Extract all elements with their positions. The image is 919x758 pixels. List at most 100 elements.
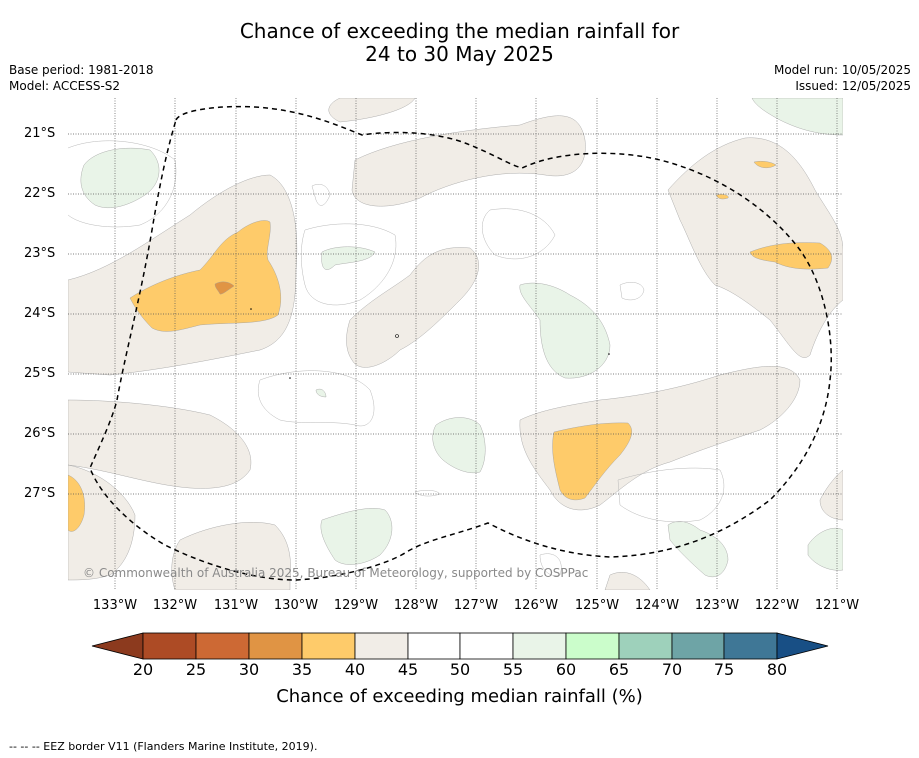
longitude-label: 126°W bbox=[513, 598, 559, 613]
latitude-label: 27°S bbox=[24, 486, 56, 501]
region-55-60 bbox=[432, 417, 486, 473]
region-35-40 bbox=[552, 422, 632, 501]
colorbar-extend-low bbox=[91, 632, 144, 660]
colorbar-tick-label: 45 bbox=[397, 660, 419, 679]
region-55-60 bbox=[320, 508, 393, 565]
latitude-label: 26°S bbox=[24, 426, 56, 441]
region-55-60 bbox=[315, 388, 327, 398]
region-35-40 bbox=[749, 242, 832, 270]
colorbar-label: Chance of exceeding median rainfall (%) bbox=[276, 686, 643, 707]
longitude-label: 132°W bbox=[152, 598, 198, 613]
longitude-label: 124°W bbox=[634, 598, 680, 613]
point-marker bbox=[395, 334, 399, 338]
colorbar-bin bbox=[512, 632, 567, 660]
region-40-45 bbox=[819, 469, 843, 521]
region-40-45 bbox=[667, 137, 843, 358]
contour-line bbox=[257, 370, 375, 427]
region-55-60 bbox=[321, 246, 376, 270]
gridlines bbox=[68, 98, 843, 590]
contour-line bbox=[68, 140, 177, 228]
colorbar-tick-label: 75 bbox=[713, 660, 735, 679]
map-fill-layer bbox=[68, 98, 843, 590]
longitude-label: 131°W bbox=[213, 598, 259, 613]
region-40-45 bbox=[346, 247, 479, 368]
copyright-text: © Commonwealth of Australia 2025, Bureau… bbox=[83, 566, 589, 580]
region-55-60 bbox=[667, 521, 729, 578]
region-35-40 bbox=[129, 220, 281, 332]
meta-left: Base period: 1981-2018 Model: ACCESS-S2 bbox=[9, 62, 154, 94]
colorbar-tick-label: 65 bbox=[608, 660, 630, 679]
colorbar-tick-label: 20 bbox=[132, 660, 154, 679]
colorbar-bin bbox=[301, 632, 356, 660]
chart-title-line-2: 24 to 30 May 2025 bbox=[365, 42, 554, 66]
longitude-label: 125°W bbox=[574, 598, 620, 613]
region-35-40 bbox=[68, 474, 85, 532]
colorbar-ticks: 20 25 30 35 40 45 50 55 60 65 70 75 80 bbox=[0, 660, 919, 682]
colorbar-tick-label: 40 bbox=[344, 660, 366, 679]
region-35-40 bbox=[715, 194, 729, 200]
region-35-40 bbox=[753, 161, 777, 169]
model-run-text: Model run: 10/05/2025 bbox=[773, 63, 911, 77]
longitude-label: 122°W bbox=[754, 598, 800, 613]
issued-text: Issued: 12/05/2025 bbox=[795, 79, 911, 93]
colorbar-bin bbox=[671, 632, 725, 660]
colorbar-bin bbox=[354, 632, 409, 660]
latitude-label: 24°S bbox=[24, 306, 56, 321]
region-40-45 bbox=[171, 522, 291, 590]
base-period-text: Base period: 1981-2018 bbox=[9, 63, 154, 77]
colorbar-tick-label: 55 bbox=[502, 660, 524, 679]
eez-border bbox=[89, 105, 832, 581]
contour-line bbox=[617, 467, 725, 523]
longitude-label: 130°W bbox=[273, 598, 319, 613]
contour-line bbox=[414, 490, 441, 497]
colorbar-bin bbox=[565, 632, 620, 660]
region-55-60 bbox=[80, 147, 160, 208]
colorbar bbox=[91, 632, 829, 660]
contour-line bbox=[311, 184, 331, 206]
longitude-label: 121°W bbox=[814, 598, 860, 613]
point-marker bbox=[250, 308, 252, 310]
region-55-60 bbox=[751, 98, 843, 136]
colorbar-tick-label: 50 bbox=[449, 660, 471, 679]
region-40-45 bbox=[351, 115, 586, 207]
meta-right: Model run: 10/05/2025 Issued: 12/05/2025 bbox=[774, 62, 911, 94]
colorbar-bin bbox=[618, 632, 673, 660]
colorbar-bin bbox=[195, 632, 250, 660]
colorbar-tick-label: 25 bbox=[185, 660, 207, 679]
longitude-label: 123°W bbox=[694, 598, 740, 613]
eez-footnote: -- -- -- EEZ border V11 (Flanders Marine… bbox=[9, 740, 318, 753]
longitude-label: 127°W bbox=[453, 598, 499, 613]
colorbar-bin bbox=[248, 632, 303, 660]
colorbar-tick-label: 35 bbox=[291, 660, 313, 679]
region-30-35 bbox=[214, 281, 235, 295]
region-40-45 bbox=[68, 399, 252, 489]
point-marker bbox=[608, 353, 610, 355]
longitude-label: 128°W bbox=[393, 598, 439, 613]
model-text: Model: ACCESS-S2 bbox=[9, 79, 121, 93]
chart-title-line-1: Chance of exceeding the median rainfall … bbox=[239, 19, 680, 43]
longitude-label: 133°W bbox=[92, 598, 138, 613]
colorbar-bin bbox=[407, 632, 461, 660]
colorbar-tick-label: 70 bbox=[661, 660, 683, 679]
region-40-45 bbox=[328, 98, 416, 123]
point-marker bbox=[289, 377, 291, 379]
region-40-45 bbox=[604, 572, 651, 590]
colorbar-tick-label: 80 bbox=[766, 660, 788, 679]
latitude-label: 23°S bbox=[24, 246, 56, 261]
contour-line bbox=[619, 282, 645, 301]
region-55-60 bbox=[807, 527, 843, 571]
latitude-label: 21°S bbox=[24, 126, 56, 141]
colorbar-bin bbox=[723, 632, 778, 660]
longitude-label: 129°W bbox=[333, 598, 379, 613]
colorbar-bin bbox=[142, 632, 197, 660]
region-55-60 bbox=[519, 282, 611, 379]
contour-line bbox=[301, 223, 397, 306]
colorbar-tick-label: 30 bbox=[238, 660, 260, 679]
contour-line bbox=[482, 208, 556, 260]
colorbar-tick-label: 60 bbox=[555, 660, 577, 679]
colorbar-extend-high bbox=[776, 632, 829, 660]
latitude-label: 25°S bbox=[24, 366, 56, 381]
latitude-label: 22°S bbox=[24, 186, 56, 201]
colorbar-bin bbox=[459, 632, 514, 660]
